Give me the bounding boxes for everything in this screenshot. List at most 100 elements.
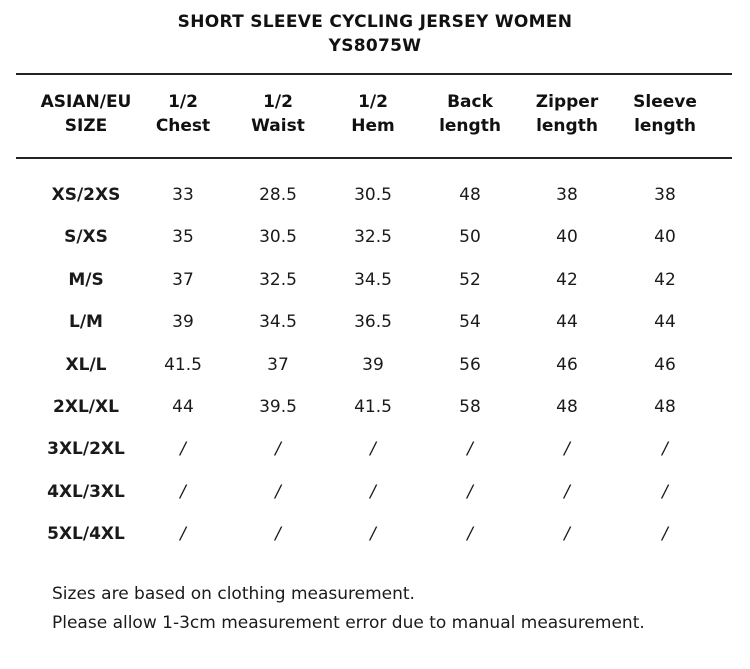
col-head-hem-line2: Hem bbox=[351, 116, 395, 136]
col-head-chest-line1: 1/2 bbox=[168, 92, 198, 112]
table-cell: 52 bbox=[459, 269, 481, 290]
table-cell: 32.5 bbox=[354, 227, 392, 248]
size-label: M/S bbox=[68, 269, 104, 290]
table-cell: / bbox=[564, 481, 570, 502]
table-cell: 58 bbox=[459, 396, 481, 417]
table-row: 3XL/2XL / / / / / / bbox=[16, 428, 732, 470]
header-bottom-divider bbox=[16, 157, 732, 159]
table-cell: 42 bbox=[556, 269, 578, 290]
table-cell: / bbox=[662, 439, 668, 460]
table-cell: 35 bbox=[172, 227, 194, 248]
table-cell: / bbox=[370, 524, 376, 545]
table-row: S/XS 35 30.5 32.5 50 40 40 bbox=[16, 216, 732, 258]
table-cell: 38 bbox=[556, 185, 578, 205]
table-cell: 32.5 bbox=[259, 269, 297, 290]
table-cell: / bbox=[564, 439, 570, 460]
col-head-chest: 1/2 Chest bbox=[135, 90, 231, 138]
col-head-sleeve-length: Sleeve length bbox=[617, 90, 713, 138]
header-top-divider bbox=[16, 73, 732, 75]
table-cell: 42 bbox=[654, 269, 676, 290]
table-cell: / bbox=[180, 481, 186, 502]
table-cell: / bbox=[370, 481, 376, 502]
table-cell: 33 bbox=[172, 185, 194, 205]
size-label: XL/L bbox=[65, 354, 107, 375]
size-label: 3XL/2XL bbox=[47, 439, 125, 460]
col-head-waist: 1/2 Waist bbox=[230, 90, 326, 138]
note-measurement-error: Please allow 1-3cm measurement error due… bbox=[52, 613, 645, 633]
table-row: 4XL/3XL / / / / / / bbox=[16, 471, 732, 513]
size-label: S/XS bbox=[64, 227, 108, 248]
title-model-code: YS8075W bbox=[328, 36, 422, 56]
table-cell: 46 bbox=[654, 354, 676, 375]
notes: Sizes are based on clothing measurement.… bbox=[52, 580, 732, 638]
col-head-chest-line2: Chest bbox=[155, 116, 211, 136]
table-cell: 38 bbox=[654, 185, 676, 205]
table-row: M/S 37 32.5 34.5 52 42 42 bbox=[16, 259, 732, 301]
col-head-back-length-line2: length bbox=[439, 116, 501, 136]
col-head-sleeve-length-line2: length bbox=[634, 116, 696, 136]
table-cell: 40 bbox=[654, 227, 676, 248]
col-head-zipper-length-line1: Zipper bbox=[535, 92, 599, 112]
table-row: XL/L 41.5 37 39 56 46 46 bbox=[16, 344, 732, 386]
note-measurement-basis: Sizes are based on clothing measurement. bbox=[52, 584, 415, 604]
table-cell: 34.5 bbox=[259, 312, 297, 333]
size-label: XS/2XS bbox=[51, 185, 121, 205]
table-cell: / bbox=[662, 481, 668, 502]
table-cell: 40 bbox=[556, 227, 578, 248]
table-cell: / bbox=[275, 524, 281, 545]
table-cell: 44 bbox=[556, 312, 578, 333]
col-head-hem-line1: 1/2 bbox=[358, 92, 388, 112]
table-cell: / bbox=[467, 481, 473, 502]
page-title: SHORT SLEEVE CYCLING JERSEY WOMEN YS8075… bbox=[0, 10, 750, 58]
table-cell: 37 bbox=[172, 269, 194, 290]
table-cell: / bbox=[467, 439, 473, 460]
table-cell: 37 bbox=[267, 354, 289, 375]
table-cell: 39 bbox=[362, 354, 384, 375]
col-head-hem: 1/2 Hem bbox=[325, 90, 421, 138]
table-cell: 41.5 bbox=[354, 396, 392, 417]
size-label: 4XL/3XL bbox=[47, 481, 125, 502]
col-head-size: ASIAN/EU SIZE bbox=[38, 90, 134, 138]
table-cell: 54 bbox=[459, 312, 481, 333]
col-head-size-line1: ASIAN/EU bbox=[40, 92, 132, 112]
size-table-body: XS/2XS 33 28.5 30.5 48 38 38 S/XS 35 30.5 32.5 50 40… bbox=[16, 174, 732, 556]
table-cell: 44 bbox=[172, 396, 194, 417]
table-cell: / bbox=[180, 439, 186, 460]
col-head-zipper-length: Zipper length bbox=[519, 90, 615, 138]
col-head-zipper-length-line2: length bbox=[536, 116, 598, 136]
table-cell: 48 bbox=[556, 396, 578, 417]
table-row: L/M 39 34.5 36.5 54 44 44 bbox=[16, 301, 732, 343]
col-head-sleeve-length-line1: Sleeve bbox=[633, 92, 697, 112]
table-cell: 39 bbox=[172, 312, 194, 333]
size-label: 5XL/4XL bbox=[47, 524, 125, 545]
table-cell: 36.5 bbox=[354, 312, 392, 333]
table-cell: 48 bbox=[654, 396, 676, 417]
col-head-size-line2: SIZE bbox=[64, 116, 108, 136]
table-cell: 30.5 bbox=[354, 185, 392, 205]
table-cell: / bbox=[275, 481, 281, 502]
table-cell: 56 bbox=[459, 354, 481, 375]
table-cell: 48 bbox=[459, 185, 481, 205]
table-cell: 34.5 bbox=[354, 269, 392, 290]
col-head-back-length: Back length bbox=[422, 90, 518, 138]
table-cell: 39.5 bbox=[259, 396, 297, 417]
table-cell: 46 bbox=[556, 354, 578, 375]
table-cell: / bbox=[662, 524, 668, 545]
size-table-header: ASIAN/EU SIZE 1/2 Chest 1/2 Waist 1/2 Hem Back le… bbox=[16, 90, 732, 146]
table-cell: / bbox=[467, 524, 473, 545]
table-cell: / bbox=[180, 524, 186, 545]
table-cell: 44 bbox=[654, 312, 676, 333]
table-cell: / bbox=[370, 439, 376, 460]
table-cell: / bbox=[564, 524, 570, 545]
size-label: L/M bbox=[69, 312, 103, 333]
table-cell: 50 bbox=[459, 227, 481, 248]
table-row: 5XL/4XL / / / / / / bbox=[16, 513, 732, 555]
table-cell: 41.5 bbox=[164, 354, 202, 375]
col-head-waist-line2: Waist bbox=[251, 116, 305, 136]
table-cell: 30.5 bbox=[259, 227, 297, 248]
col-head-waist-line1: 1/2 bbox=[263, 92, 293, 112]
title-product-name: SHORT SLEEVE CYCLING JERSEY WOMEN bbox=[177, 12, 573, 32]
table-row: XS/2XS 33 28.5 30.5 48 38 38 bbox=[16, 174, 732, 216]
table-row: 2XL/XL 44 39.5 41.5 58 48 48 bbox=[16, 386, 732, 428]
size-label: 2XL/XL bbox=[53, 396, 119, 417]
